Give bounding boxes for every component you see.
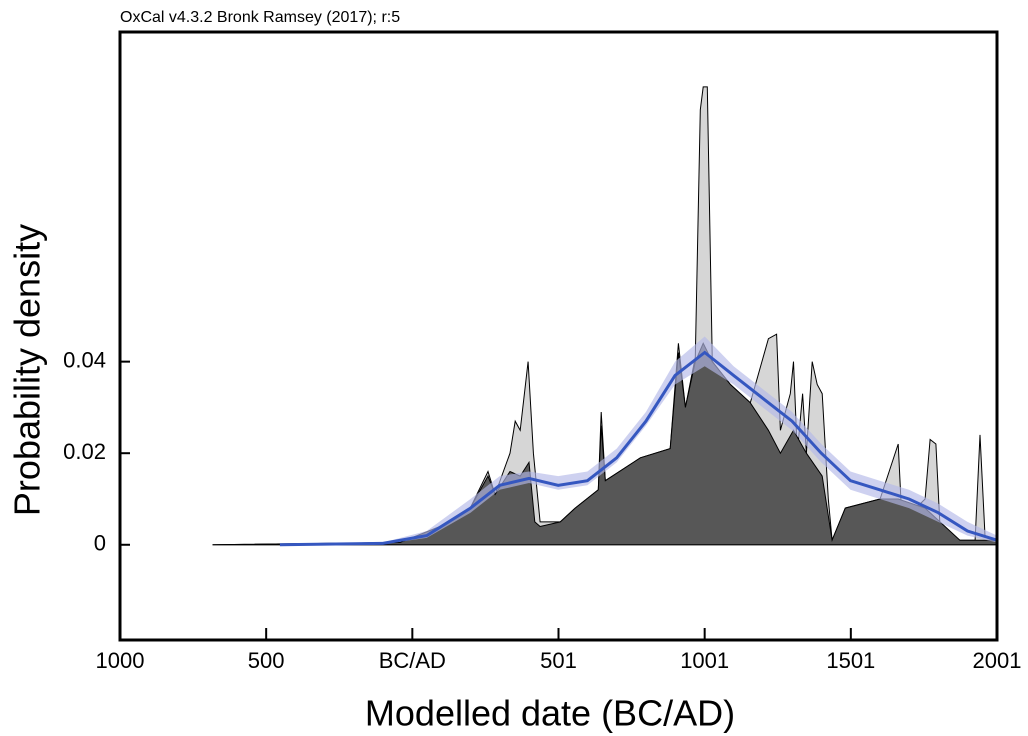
x-tick-label: BC/AD: [379, 648, 446, 673]
kde-line: [279, 350, 998, 547]
y-tick-label: 0.04: [63, 347, 106, 372]
x-tick-label: 501: [540, 648, 577, 673]
x-tick-label: 1501: [826, 648, 875, 673]
header: OxCal v4.3.2 Bronk Ramsey (2017); r:5: [120, 9, 400, 26]
x-tick-label: 2001: [973, 648, 1022, 673]
y-tick-label: 0: [94, 531, 106, 556]
area: [212, 342, 998, 546]
x-axis-label: Modelled date (BC/AD): [365, 693, 735, 734]
plot-frame: [118, 30, 999, 642]
y-tick-label: 0.02: [63, 439, 106, 464]
x-tick-label: 500: [248, 648, 285, 673]
x-tick-label: 1000: [96, 648, 145, 673]
x-tick-label: 1001: [680, 648, 729, 673]
y-axis-label: Probability density: [7, 224, 48, 516]
